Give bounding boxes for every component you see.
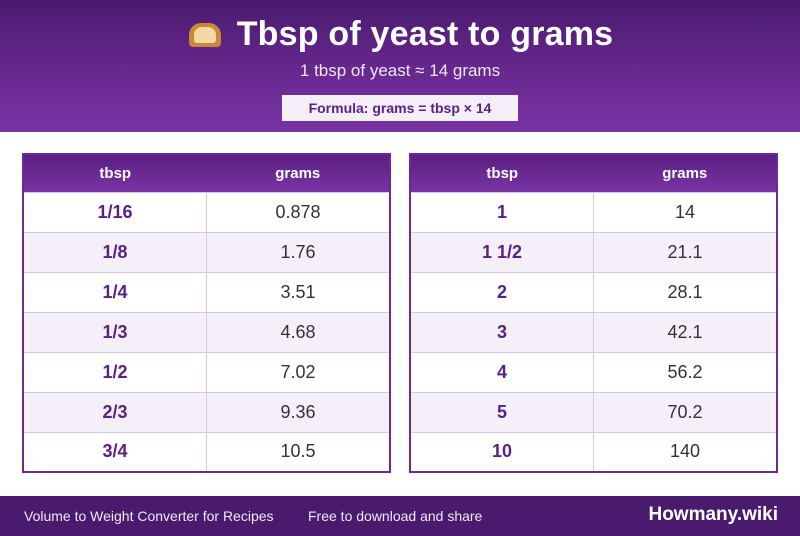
tbsp-cell: 1 [410,191,594,232]
grams-cell: 10.5 [206,431,390,472]
tbsp-cell: 4 [410,351,594,392]
tbsp-cell: 1/8 [23,231,207,272]
grams-cell: 3.51 [206,271,390,312]
tbsp-cell: 5 [410,391,594,432]
tbsp-cell: 10 [410,431,594,472]
grams-cell: 140 [593,431,777,472]
column-header-grams: grams [593,154,777,192]
grams-cell: 42.1 [593,311,777,352]
formula-badge: Formula: grams = tbsp × 14 [282,95,518,121]
table-row: 10 140 [410,431,777,472]
table-row: 1/8 1.76 [23,231,390,272]
column-header-grams: grams [206,154,390,192]
grams-cell: 4.68 [206,311,390,352]
grams-cell: 14 [593,191,777,232]
conversion-table-left: tbsp grams 1/16 0.878 1/8 1.76 1/4 3.51 1/3… [22,153,391,473]
table-row: 2 28.1 [410,271,777,312]
column-header-tbsp: tbsp [410,154,594,192]
conversion-table-right: tbsp grams 1 14 1 1/2 21.1 2 28.1 3 42.1 4 56… [409,153,778,473]
page-title-text: Tbsp of yeast to grams [236,15,614,53]
table-row: 1/2 7.02 [23,351,390,392]
grams-cell: 9.36 [206,391,390,432]
table-row: 1 14 [410,191,777,232]
tbsp-cell: 1/3 [23,311,207,352]
header-banner: Tbsp of yeast to grams 1 tbsp of yeast ≈… [0,0,800,132]
footer-bar: Volume to Weight Converter for Recipes F… [0,496,800,536]
tbsp-cell: 1 1/2 [410,231,594,272]
table-row: 4 56.2 [410,351,777,392]
grams-cell: 21.1 [593,231,777,272]
table-row: 3 42.1 [410,311,777,352]
bread-icon [187,19,223,49]
grams-cell: 70.2 [593,391,777,432]
tbsp-cell: 2/3 [23,391,207,432]
tbsp-cell: 1/4 [23,271,207,312]
table-row: 5 70.2 [410,391,777,432]
footer-share-note: Free to download and share [308,508,483,524]
tbsp-cell: 2 [410,271,594,312]
grams-cell: 7.02 [206,351,390,392]
footer-tagline: Volume to Weight Converter for Recipes [24,508,274,524]
page-title: Tbsp of yeast to grams [0,12,800,56]
grams-cell: 1.76 [206,231,390,272]
tbsp-cell: 1/2 [23,351,207,392]
page-subtitle: 1 tbsp of yeast ≈ 14 grams [299,61,501,80]
grams-cell: 0.878 [206,191,390,232]
grams-cell: 28.1 [593,271,777,312]
column-header-tbsp: tbsp [23,154,207,192]
table-row: 3/4 10.5 [23,431,390,472]
table-row: 1/16 0.878 [23,191,390,232]
table-row: 1/4 3.51 [23,271,390,312]
tbsp-cell: 3/4 [23,431,207,472]
tbsp-cell: 3 [410,311,594,352]
table-row: 1/3 4.68 [23,311,390,352]
grams-cell: 56.2 [593,351,777,392]
brand-logo-text[interactable]: Howmany.wiki [648,504,778,525]
table-row: 1 1/2 21.1 [410,231,777,272]
table-row: 2/3 9.36 [23,391,390,432]
table-header-row: tbsp grams [410,154,777,192]
table-header-row: tbsp grams [23,154,390,192]
tbsp-cell: 1/16 [23,191,207,232]
